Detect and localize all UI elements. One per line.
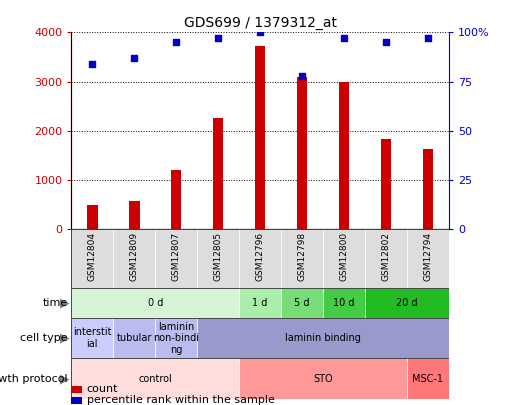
Text: time: time [43, 298, 68, 308]
Text: ▶: ▶ [60, 372, 69, 385]
Point [88, 61, 96, 67]
Bar [406, 229, 448, 288]
Bar [71, 386, 81, 393]
Bar [71, 397, 81, 404]
Point [339, 35, 347, 42]
Text: GSM12796: GSM12796 [255, 232, 264, 281]
Bar [280, 229, 322, 288]
Bar [380, 139, 390, 229]
Point [423, 35, 431, 42]
Text: 20 d: 20 d [395, 298, 417, 308]
Bar [254, 46, 265, 229]
Bar [364, 229, 406, 288]
Point [214, 35, 222, 42]
Bar [155, 318, 197, 358]
Text: STO: STO [313, 374, 332, 384]
Text: cell type: cell type [20, 333, 68, 343]
Text: growth protocol: growth protocol [0, 374, 68, 384]
Text: percentile rank within the sample: percentile rank within the sample [87, 395, 274, 405]
Point [256, 29, 264, 36]
Text: 1 d: 1 d [252, 298, 267, 308]
Text: ▶: ▶ [60, 332, 69, 345]
Text: GSM12804: GSM12804 [88, 232, 97, 281]
Bar [422, 149, 432, 229]
Text: 10 d: 10 d [332, 298, 354, 308]
Bar [296, 77, 307, 229]
Bar [213, 118, 223, 229]
Title: GDS699 / 1379312_at: GDS699 / 1379312_at [183, 16, 336, 30]
Text: 5 d: 5 d [294, 298, 309, 308]
Text: GSM12807: GSM12807 [172, 232, 180, 281]
Text: ▶: ▶ [60, 296, 69, 309]
Text: GSM12798: GSM12798 [297, 232, 306, 281]
Bar [197, 318, 448, 358]
Bar [280, 288, 322, 318]
Bar [197, 229, 239, 288]
Bar [338, 83, 349, 229]
Bar [71, 229, 113, 288]
Bar [239, 229, 280, 288]
Text: interstit
ial: interstit ial [73, 327, 111, 349]
Bar [113, 318, 155, 358]
Text: GSM12809: GSM12809 [130, 232, 138, 281]
Text: 0 d: 0 d [147, 298, 163, 308]
Bar [87, 205, 97, 229]
Point [297, 72, 305, 79]
Text: GSM12800: GSM12800 [339, 232, 348, 281]
Text: GSM12805: GSM12805 [213, 232, 222, 281]
Text: GSM12794: GSM12794 [422, 232, 432, 281]
Bar [406, 358, 448, 399]
Point [172, 39, 180, 45]
Point [381, 39, 389, 45]
Bar [322, 229, 364, 288]
Bar [239, 358, 406, 399]
Bar [129, 201, 139, 229]
Text: laminin
non-bindi
ng: laminin non-bindi ng [153, 322, 199, 355]
Bar [155, 229, 197, 288]
Text: tubular: tubular [117, 333, 152, 343]
Text: laminin binding: laminin binding [285, 333, 360, 343]
Bar [171, 170, 181, 229]
Point [130, 55, 138, 61]
Bar [322, 288, 364, 318]
Bar [71, 318, 113, 358]
Text: control: control [138, 374, 172, 384]
Text: GSM12802: GSM12802 [381, 232, 389, 281]
Bar [71, 288, 239, 318]
Bar [113, 229, 155, 288]
Bar [364, 288, 448, 318]
Text: count: count [87, 384, 118, 394]
Bar [239, 288, 280, 318]
Text: MSC-1: MSC-1 [411, 374, 442, 384]
Bar [71, 358, 239, 399]
